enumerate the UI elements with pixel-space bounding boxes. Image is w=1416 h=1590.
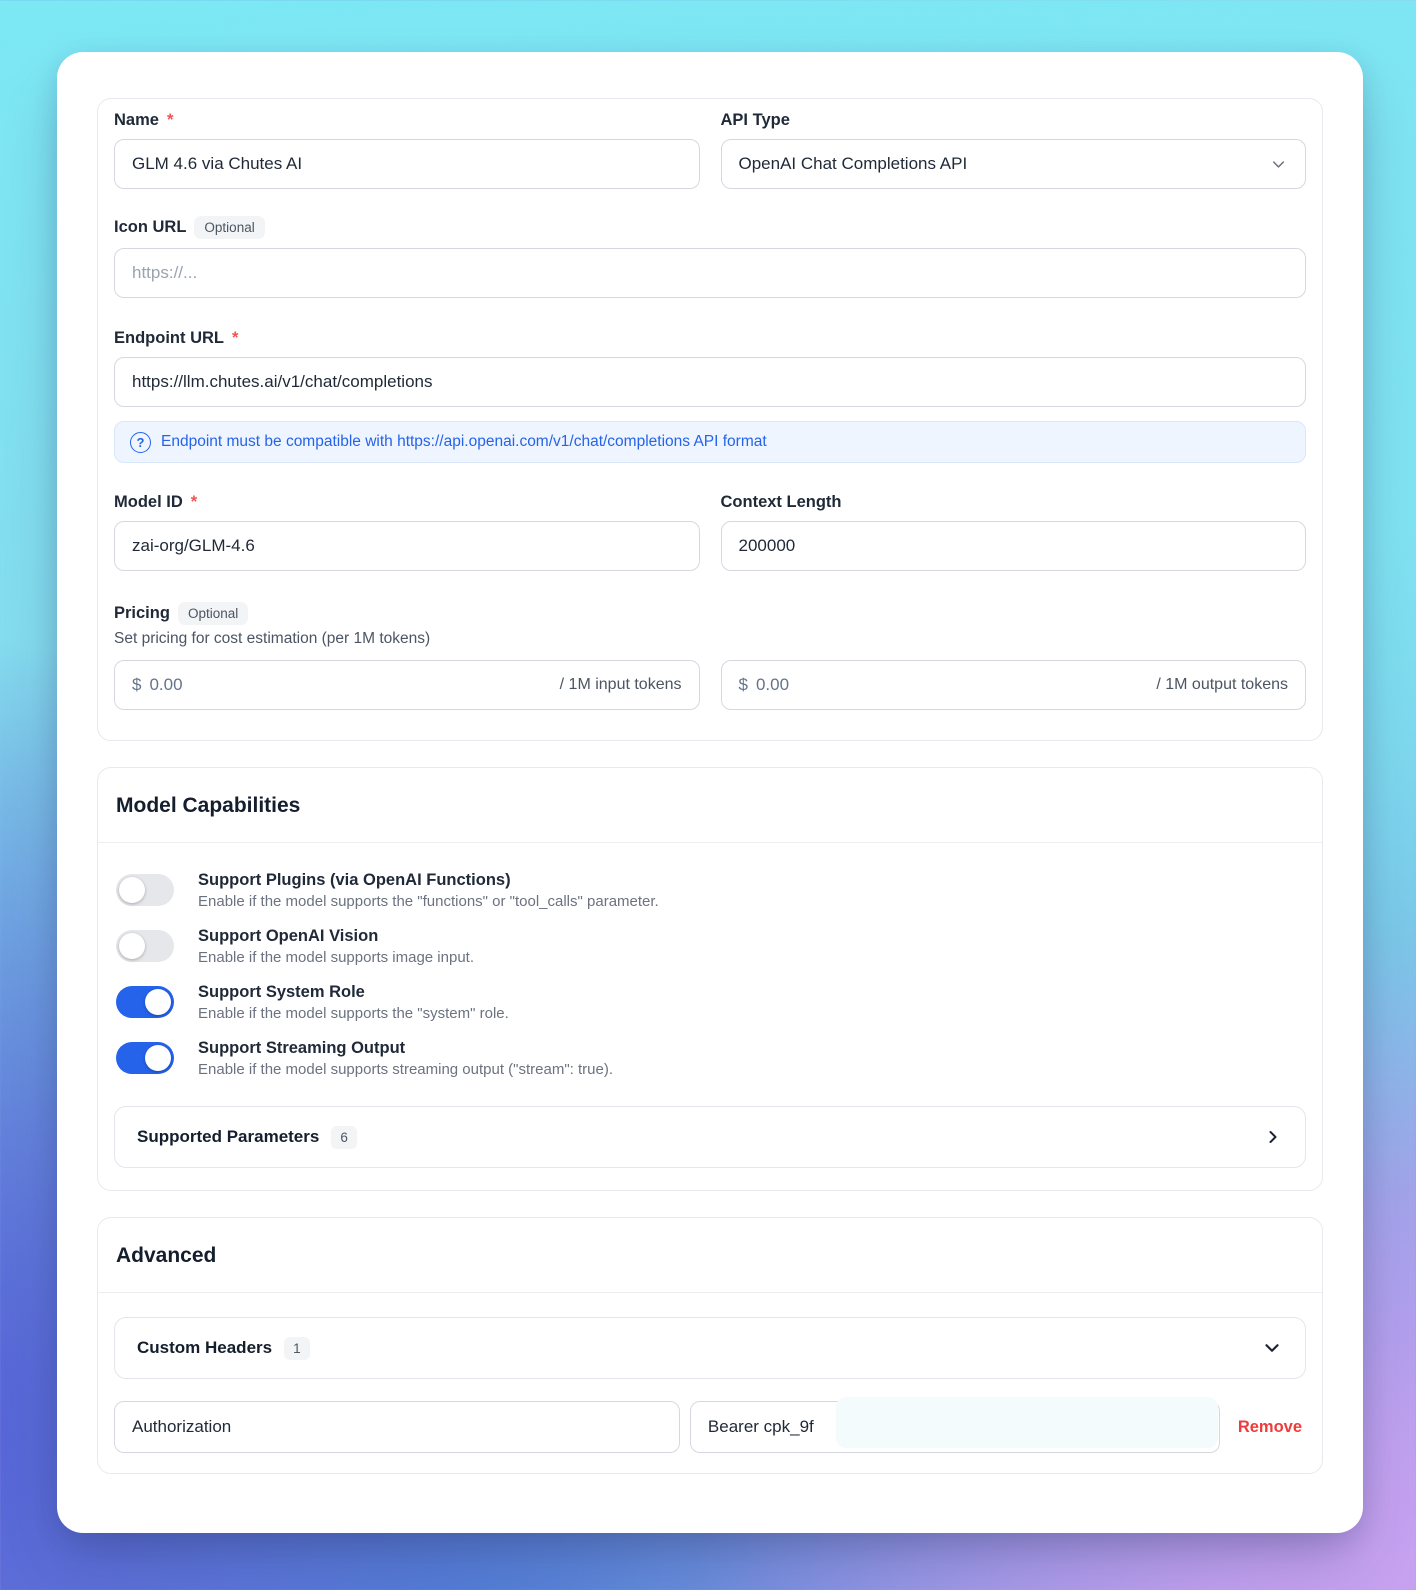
api-type-label-text: API Type: [720, 111, 790, 129]
output-price-suffix: / 1M output tokens: [1156, 676, 1288, 693]
icon-url-label: Icon URL Optional: [114, 216, 1306, 239]
toggle-description: Enable if the model supports image input…: [198, 949, 474, 966]
model-id-field-group: Model ID *: [114, 493, 700, 571]
remove-header-button[interactable]: Remove: [1230, 1418, 1306, 1437]
name-label-text: Name: [114, 111, 159, 129]
custom-headers-label: Custom Headers: [137, 1338, 273, 1357]
toggle-knob: [119, 877, 145, 903]
required-asterisk: *: [166, 111, 174, 129]
optional-badge: Optional: [177, 602, 249, 625]
supported-parameters-row[interactable]: Supported Parameters 6: [114, 1106, 1306, 1168]
endpoint-url-input[interactable]: [114, 357, 1306, 407]
api-type-field-group: API Type OpenAI Chat Completions API: [720, 111, 1307, 189]
toggle-label: Support Streaming Output: [198, 1039, 406, 1057]
required-asterisk: *: [190, 493, 198, 511]
toggle-row-support-plugins: Support Plugins (via OpenAI Functions) E…: [116, 871, 1304, 910]
capabilities-title: Model Capabilities: [116, 794, 301, 817]
optional-badge: Optional: [194, 216, 265, 239]
context-length-label-text: Context Length: [720, 493, 842, 511]
currency-prefix: $: [738, 675, 748, 694]
endpoint-url-label: Endpoint URL *: [114, 329, 1306, 348]
support-plugins-toggle[interactable]: [116, 874, 174, 906]
model-id-input[interactable]: [114, 521, 700, 571]
support-vision-toggle[interactable]: [116, 930, 174, 962]
advanced-title: Advanced: [116, 1244, 217, 1267]
icon-url-field-group: Icon URL Optional: [114, 216, 1306, 298]
model-id-label: Model ID *: [114, 493, 700, 512]
model-row: Model ID * Context Length: [114, 493, 1306, 571]
chevron-down-icon: [1269, 155, 1288, 174]
api-type-label: API Type: [721, 111, 1307, 130]
pricing-field-group: Pricing Optional Set pricing for cost es…: [114, 602, 1306, 710]
basic-settings-section: Name * API Type OpenAI Chat Completions A…: [97, 98, 1323, 741]
capability-toggle-list: Support Plugins (via OpenAI Functions) E…: [114, 843, 1306, 1078]
toggle-knob: [119, 933, 145, 959]
supported-parameters-label: Supported Parameters: [137, 1127, 320, 1146]
toggle-row-openai-vision: Support OpenAI Vision Enable if the mode…: [116, 927, 1304, 966]
name-field-group: Name *: [114, 111, 700, 189]
endpoint-url-label-text: Endpoint URL: [114, 329, 224, 347]
toggle-knob: [145, 1045, 171, 1071]
redaction-overlay: [835, 1397, 1218, 1448]
toggle-row-system-role: Support System Role Enable if the model …: [116, 983, 1304, 1022]
input-price-input[interactable]: [149, 675, 552, 695]
model-capabilities-section: Model Capabilities Support Plugins (via …: [97, 767, 1323, 1191]
custom-headers-row[interactable]: Custom Headers 1: [114, 1317, 1306, 1379]
toggle-label: Support OpenAI Vision: [198, 927, 379, 945]
chevron-right-icon: [1263, 1127, 1283, 1147]
chevron-down-icon: [1261, 1337, 1283, 1359]
name-input[interactable]: [114, 139, 700, 189]
output-price-field[interactable]: $ / 1M output tokens: [720, 660, 1306, 710]
model-id-label-text: Model ID: [114, 493, 183, 511]
advanced-section: Advanced Custom Headers 1 Remove: [97, 1217, 1323, 1474]
model-config-card: Name * API Type OpenAI Chat Completions A…: [57, 52, 1363, 1533]
toggle-description: Enable if the model supports the "system…: [198, 1005, 509, 1022]
custom-header-entry: Remove: [114, 1397, 1306, 1453]
header-key-input[interactable]: [114, 1401, 680, 1453]
toggle-row-streaming-output: Support Streaming Output Enable if the m…: [116, 1039, 1304, 1078]
toggle-knob: [145, 989, 171, 1015]
help-circle-icon: ?: [130, 431, 151, 453]
pricing-description: Set pricing for cost estimation (per 1M …: [114, 630, 431, 647]
toggle-label: Support System Role: [198, 983, 365, 1001]
name-label: Name *: [114, 111, 700, 130]
pricing-label-text: Pricing: [114, 604, 170, 622]
api-type-select[interactable]: OpenAI Chat Completions API: [720, 139, 1306, 189]
input-price-suffix: / 1M input tokens: [559, 676, 682, 693]
endpoint-compatibility-hint: ? Endpoint must be compatible with https…: [114, 421, 1306, 463]
supported-parameters-count-badge: 6: [331, 1125, 357, 1149]
support-system-role-toggle[interactable]: [116, 986, 174, 1018]
icon-url-label-text: Icon URL: [114, 218, 187, 236]
divider: [98, 842, 1322, 843]
pricing-label: Pricing Optional: [114, 602, 1306, 625]
api-type-selected-value: OpenAI Chat Completions API: [738, 154, 968, 173]
input-price-field[interactable]: $ / 1M input tokens: [114, 660, 700, 710]
context-length-field-group: Context Length: [720, 493, 1307, 571]
toggle-description: Enable if the model supports the "functi…: [198, 893, 659, 910]
endpoint-url-field-group: Endpoint URL * ? Endpoint must be compat…: [114, 329, 1306, 463]
divider: [98, 1292, 1322, 1293]
required-asterisk: *: [231, 329, 239, 347]
custom-headers-count-badge: 1: [284, 1336, 310, 1360]
support-streaming-toggle[interactable]: [116, 1042, 174, 1074]
context-length-input[interactable]: [720, 521, 1306, 571]
currency-prefix: $: [132, 675, 142, 694]
context-length-label: Context Length: [721, 493, 1307, 512]
endpoint-hint-text: Endpoint must be compatible with https:/…: [161, 433, 767, 450]
toggle-label: Support Plugins (via OpenAI Functions): [198, 871, 511, 889]
toggle-description: Enable if the model supports streaming o…: [198, 1061, 614, 1078]
icon-url-input[interactable]: [114, 248, 1306, 298]
output-price-input[interactable]: [755, 675, 1149, 695]
